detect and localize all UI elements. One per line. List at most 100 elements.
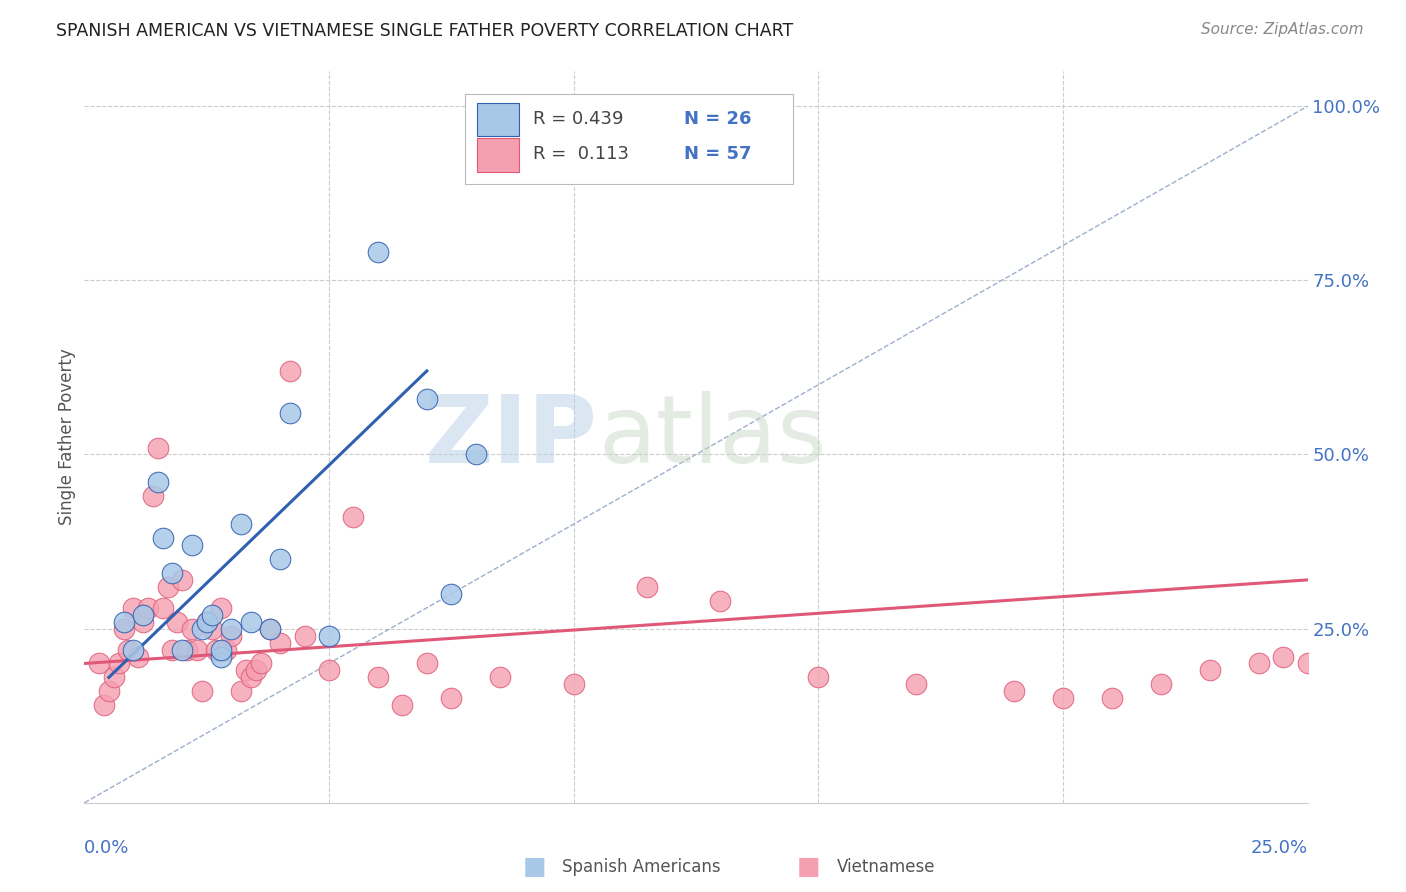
Point <box>195 615 218 629</box>
Text: ■: ■ <box>523 855 546 879</box>
Point <box>440 587 463 601</box>
Text: N = 57: N = 57 <box>683 145 751 163</box>
Point <box>181 538 204 552</box>
Point <box>112 615 135 629</box>
Point <box>1052 691 1074 706</box>
Point <box>464 448 486 462</box>
Point <box>107 657 129 671</box>
Point <box>636 580 658 594</box>
Point <box>905 677 928 691</box>
FancyBboxPatch shape <box>477 138 519 171</box>
Point <box>367 670 389 684</box>
Point <box>440 691 463 706</box>
Point <box>391 698 413 713</box>
Point <box>142 489 165 503</box>
Point <box>181 622 204 636</box>
Point <box>229 684 252 698</box>
Point <box>278 364 301 378</box>
Point <box>117 642 139 657</box>
Point <box>191 684 214 698</box>
Text: atlas: atlas <box>598 391 827 483</box>
Point <box>239 670 262 684</box>
Point <box>152 600 174 615</box>
Point <box>1198 664 1220 678</box>
Point <box>97 684 120 698</box>
Text: 25.0%: 25.0% <box>1250 839 1308 857</box>
Point <box>87 657 110 671</box>
Point <box>146 475 169 490</box>
Point <box>1247 657 1270 671</box>
Point <box>239 615 262 629</box>
Text: R =  0.113: R = 0.113 <box>533 145 630 163</box>
Point <box>1272 649 1295 664</box>
Point <box>209 642 232 657</box>
Point <box>186 642 208 657</box>
Point <box>132 615 155 629</box>
Point <box>122 600 145 615</box>
Point <box>562 677 585 691</box>
Point <box>176 642 198 657</box>
Point <box>166 615 188 629</box>
Point <box>146 441 169 455</box>
Point <box>162 642 184 657</box>
Point <box>191 622 214 636</box>
Point <box>93 698 115 713</box>
Point <box>278 406 301 420</box>
Point <box>152 531 174 545</box>
Point <box>136 600 159 615</box>
Point <box>172 573 194 587</box>
Text: ZIP: ZIP <box>425 391 598 483</box>
Point <box>229 517 252 532</box>
Point <box>489 670 512 684</box>
Text: Vietnamese: Vietnamese <box>837 858 935 876</box>
Point <box>758 99 780 113</box>
Point <box>200 622 222 636</box>
FancyBboxPatch shape <box>477 103 519 136</box>
Point <box>416 392 439 406</box>
Text: Source: ZipAtlas.com: Source: ZipAtlas.com <box>1201 22 1364 37</box>
Point <box>1296 657 1319 671</box>
Point <box>1101 691 1123 706</box>
Point <box>1002 684 1025 698</box>
Point <box>318 664 340 678</box>
Point <box>269 552 291 566</box>
Text: SPANISH AMERICAN VS VIETNAMESE SINGLE FATHER POVERTY CORRELATION CHART: SPANISH AMERICAN VS VIETNAMESE SINGLE FA… <box>56 22 793 40</box>
Point <box>132 607 155 622</box>
Point <box>709 594 731 608</box>
Point <box>122 642 145 657</box>
Point <box>156 580 179 594</box>
Point <box>259 622 281 636</box>
Point <box>235 664 257 678</box>
Point <box>103 670 125 684</box>
Text: N = 26: N = 26 <box>683 110 751 128</box>
Text: R = 0.439: R = 0.439 <box>533 110 624 128</box>
Point <box>249 657 271 671</box>
Point <box>162 566 184 580</box>
Point <box>269 635 291 649</box>
Point <box>807 670 830 684</box>
Point <box>209 649 232 664</box>
Point <box>112 622 135 636</box>
Text: Spanish Americans: Spanish Americans <box>562 858 721 876</box>
Point <box>342 510 364 524</box>
Point <box>200 607 222 622</box>
Text: ■: ■ <box>797 855 820 879</box>
Point <box>205 642 228 657</box>
Point <box>367 245 389 260</box>
FancyBboxPatch shape <box>465 94 793 184</box>
Text: 0.0%: 0.0% <box>84 839 129 857</box>
Point <box>245 664 267 678</box>
Point <box>127 649 149 664</box>
Point <box>318 629 340 643</box>
Point <box>219 622 242 636</box>
Point <box>416 657 439 671</box>
Point <box>259 622 281 636</box>
Point <box>215 642 238 657</box>
Point <box>195 615 218 629</box>
Point <box>219 629 242 643</box>
Point <box>172 642 194 657</box>
Point <box>294 629 316 643</box>
Y-axis label: Single Father Poverty: Single Father Poverty <box>58 349 76 525</box>
Point <box>209 600 232 615</box>
Point <box>1150 677 1173 691</box>
